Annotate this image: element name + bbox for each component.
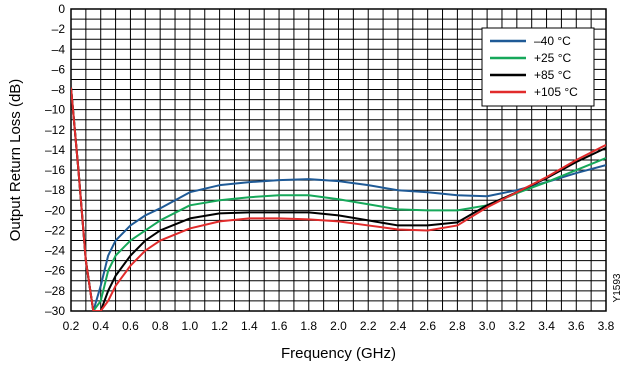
y-tick-label: –2 (52, 22, 66, 36)
y-tick-label: –30 (45, 304, 65, 318)
y-tick-label: –16 (45, 163, 65, 177)
legend-entry: +25 °C (534, 51, 571, 65)
series-line-4 (71, 87, 606, 311)
legend-entry: –40 °C (534, 34, 571, 48)
y-tick-labels: 0 –2 –4 –6 –8 –10 –12 –14 –16 –18 –20 –22 –24 –26 –28 –… (45, 2, 65, 318)
legend-entry: +85 °C (534, 68, 571, 82)
x-tick-label: 1.6 (271, 319, 288, 333)
x-tick-label: 2.4 (390, 319, 407, 333)
x-tick-label: 0.2 (63, 319, 80, 333)
x-tick-label: 2.6 (419, 319, 436, 333)
y-tick-label: 0 (58, 2, 65, 16)
series-lines (71, 87, 606, 311)
y-tick-label: –26 (45, 264, 65, 278)
x-tick-labels: 0.2 0.4 0.6 0.8 1.0 1.2 1.4 1.6 1.8 2.0 2.2 2.4 2.6 2… (63, 319, 615, 333)
x-axis-label: Frequency (GHz) (281, 345, 396, 362)
y-tick-label: –22 (45, 223, 65, 237)
series-line-3 (71, 87, 606, 311)
y-tick-label: –4 (52, 42, 66, 56)
x-tick-label: 3.2 (508, 319, 525, 333)
y-tick-label: –28 (45, 284, 65, 298)
y-axis-label: Output Return Loss (dB) (7, 79, 24, 242)
y-tick-label: –18 (45, 183, 65, 197)
x-tick-label: 2.2 (360, 319, 377, 333)
plot-border (70, 8, 607, 312)
legend: –40 °C +25 °C +85 °C +105 °C (481, 27, 595, 107)
x-tick-label: 1.0 (182, 319, 199, 333)
figure-code: Y1593 (612, 273, 623, 302)
y-tick-label: –14 (45, 143, 65, 157)
y-tick-label: –24 (45, 244, 65, 258)
x-tick-label: 0.6 (122, 319, 139, 333)
x-tick-label: 3.6 (568, 319, 585, 333)
x-tick-label: 0.8 (152, 319, 169, 333)
x-tick-label: 3.0 (479, 319, 496, 333)
y-tick-label: –20 (45, 203, 65, 217)
x-tick-label: 1.8 (300, 319, 317, 333)
x-tick-label: 1.4 (241, 319, 258, 333)
y-tick-label: –8 (52, 83, 66, 97)
x-tick-label: 3.8 (598, 319, 615, 333)
y-tick-label: –6 (52, 62, 66, 76)
x-tick-label: 1.2 (211, 319, 228, 333)
y-tick-label: –12 (45, 123, 65, 137)
x-tick-label: 3.4 (538, 319, 555, 333)
legend-entry: +105 °C (534, 85, 578, 99)
series-line-1 (71, 87, 606, 311)
x-tick-label: 0.4 (92, 319, 109, 333)
y-tick-label: –10 (45, 103, 65, 117)
x-tick-label: 2.0 (330, 319, 347, 333)
x-tick-label: 2.8 (449, 319, 466, 333)
